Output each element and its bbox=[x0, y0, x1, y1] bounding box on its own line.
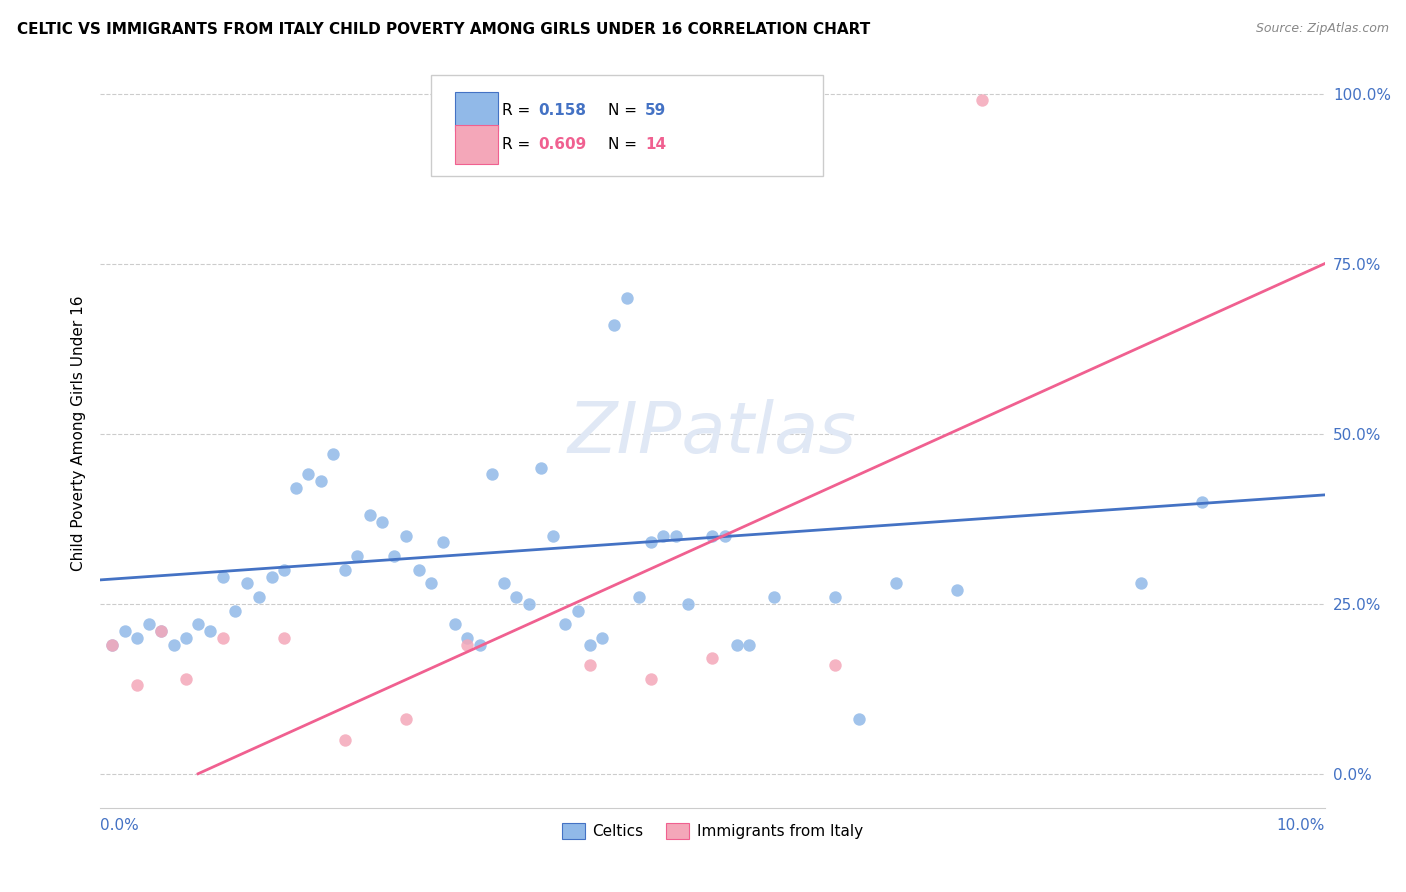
Legend: Celtics, Immigrants from Italy: Celtics, Immigrants from Italy bbox=[555, 817, 869, 845]
Point bbox=[481, 467, 503, 482]
Point bbox=[848, 712, 870, 726]
Point bbox=[150, 624, 173, 638]
Text: R =: R = bbox=[502, 136, 534, 152]
Point bbox=[652, 529, 675, 543]
Point bbox=[517, 597, 540, 611]
Point bbox=[174, 631, 197, 645]
Point bbox=[616, 291, 638, 305]
Point bbox=[541, 529, 564, 543]
Text: 14: 14 bbox=[645, 136, 666, 152]
Point bbox=[1130, 576, 1153, 591]
Point bbox=[101, 638, 124, 652]
Point bbox=[322, 447, 344, 461]
Point bbox=[371, 515, 394, 529]
Point bbox=[395, 712, 418, 726]
Point bbox=[432, 535, 454, 549]
Point bbox=[419, 576, 441, 591]
Point bbox=[260, 569, 283, 583]
Point bbox=[676, 597, 699, 611]
Point bbox=[494, 576, 516, 591]
Y-axis label: Child Poverty Among Girls Under 16: Child Poverty Among Girls Under 16 bbox=[72, 296, 86, 572]
Point bbox=[530, 460, 553, 475]
Point bbox=[456, 638, 478, 652]
Point bbox=[285, 481, 308, 495]
Point bbox=[468, 638, 491, 652]
Point bbox=[187, 617, 209, 632]
Point bbox=[824, 657, 846, 672]
FancyBboxPatch shape bbox=[456, 92, 498, 130]
FancyBboxPatch shape bbox=[430, 75, 823, 176]
Point bbox=[640, 672, 662, 686]
Point bbox=[1191, 494, 1213, 508]
Point bbox=[125, 678, 148, 692]
Text: CELTIC VS IMMIGRANTS FROM ITALY CHILD POVERTY AMONG GIRLS UNDER 16 CORRELATION C: CELTIC VS IMMIGRANTS FROM ITALY CHILD PO… bbox=[17, 22, 870, 37]
Point bbox=[665, 529, 688, 543]
Point bbox=[824, 590, 846, 604]
Point bbox=[946, 583, 969, 598]
Point bbox=[382, 549, 405, 563]
Point bbox=[738, 638, 761, 652]
Point bbox=[309, 475, 332, 489]
Point bbox=[702, 651, 724, 665]
Point bbox=[627, 590, 650, 604]
Point bbox=[125, 631, 148, 645]
Point bbox=[101, 638, 124, 652]
Point bbox=[395, 529, 418, 543]
Text: 59: 59 bbox=[645, 103, 666, 118]
FancyBboxPatch shape bbox=[456, 126, 498, 164]
Point bbox=[702, 529, 724, 543]
Point bbox=[247, 590, 270, 604]
Point bbox=[346, 549, 368, 563]
Point bbox=[591, 631, 613, 645]
Point bbox=[713, 529, 735, 543]
Point bbox=[444, 617, 467, 632]
Point bbox=[579, 638, 602, 652]
Text: N =: N = bbox=[609, 136, 643, 152]
Point bbox=[359, 508, 381, 523]
Point bbox=[505, 590, 527, 604]
Text: 0.0%: 0.0% bbox=[100, 818, 139, 833]
Point bbox=[333, 563, 356, 577]
Point bbox=[211, 569, 233, 583]
Point bbox=[150, 624, 173, 638]
Text: ZIPatlas: ZIPatlas bbox=[568, 400, 856, 468]
Point bbox=[174, 672, 197, 686]
Point bbox=[236, 576, 259, 591]
Point bbox=[456, 631, 478, 645]
Point bbox=[579, 657, 602, 672]
Point bbox=[224, 603, 246, 617]
Point bbox=[200, 624, 222, 638]
Text: N =: N = bbox=[609, 103, 643, 118]
Point bbox=[114, 624, 136, 638]
Point bbox=[640, 535, 662, 549]
Point bbox=[762, 590, 785, 604]
Text: Source: ZipAtlas.com: Source: ZipAtlas.com bbox=[1256, 22, 1389, 36]
Point bbox=[211, 631, 233, 645]
Point bbox=[603, 318, 626, 332]
Point bbox=[333, 732, 356, 747]
Text: 0.609: 0.609 bbox=[538, 136, 586, 152]
Point bbox=[567, 603, 589, 617]
Point bbox=[162, 638, 184, 652]
Point bbox=[273, 563, 295, 577]
Point bbox=[297, 467, 319, 482]
Text: 10.0%: 10.0% bbox=[1277, 818, 1324, 833]
Point bbox=[138, 617, 160, 632]
Point bbox=[408, 563, 430, 577]
Text: R =: R = bbox=[502, 103, 534, 118]
Text: 0.158: 0.158 bbox=[538, 103, 586, 118]
Point bbox=[725, 638, 748, 652]
Point bbox=[554, 617, 576, 632]
Point bbox=[884, 576, 907, 591]
Point bbox=[273, 631, 295, 645]
Point bbox=[970, 94, 993, 108]
